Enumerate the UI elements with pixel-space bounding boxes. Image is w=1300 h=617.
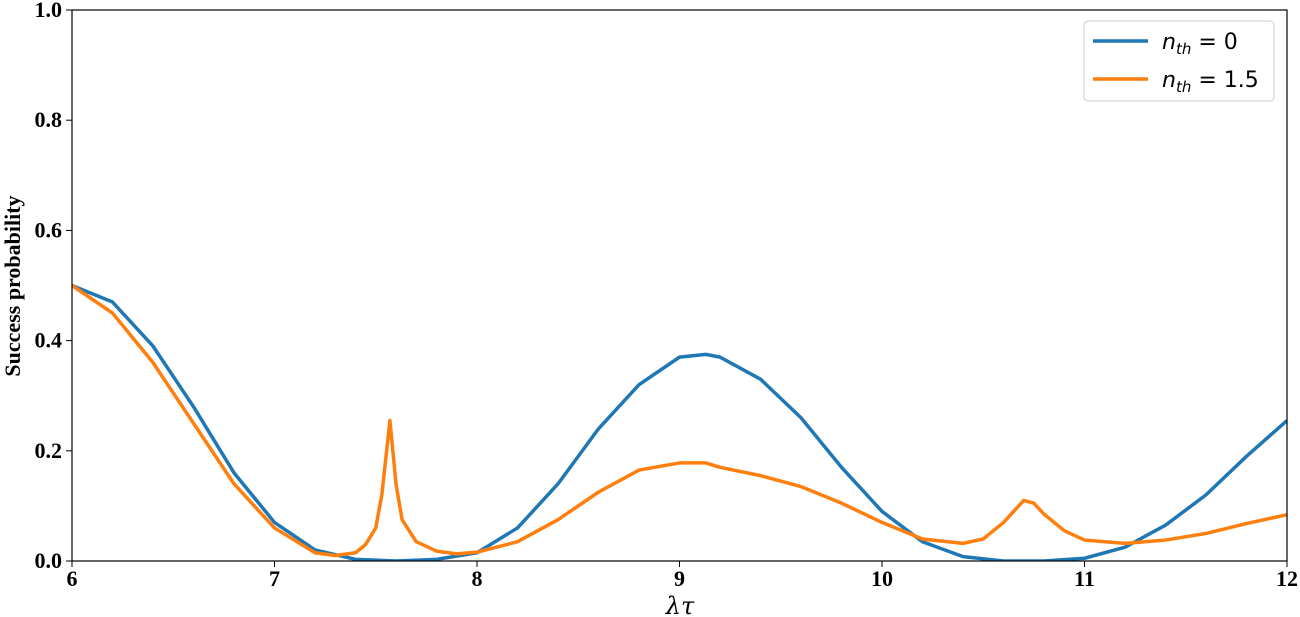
- y-axis-label: Success probability: [0, 195, 25, 376]
- x-tick-label: 9: [674, 566, 685, 591]
- series-line: [72, 283, 1287, 561]
- legend-label: nth = 0: [1162, 30, 1238, 58]
- legend-label-part: = 1.5: [1191, 68, 1258, 93]
- legend-label-part: th: [1176, 78, 1191, 96]
- x-tick-label: 6: [67, 566, 78, 591]
- x-tick-label: 11: [1074, 566, 1095, 591]
- y-tick-label: 0.2: [35, 438, 63, 463]
- y-tick-label: 0.8: [35, 107, 63, 132]
- legend-label: nth = 1.5: [1162, 68, 1259, 96]
- legend-label-part: n: [1162, 68, 1176, 93]
- plot-frame: [71, 9, 1288, 562]
- y-tick-label: 0.4: [35, 328, 63, 353]
- x-tick-label: 10: [871, 566, 893, 591]
- legend-label-part: = 0: [1191, 30, 1237, 55]
- series-line: [72, 284, 1287, 558]
- y-tick-label: 0.0: [35, 548, 63, 573]
- legend-label-part: th: [1176, 40, 1191, 58]
- legend-label-part: n: [1162, 30, 1176, 55]
- x-tick-label: 12: [1276, 566, 1298, 591]
- x-tick-label: 7: [269, 566, 280, 591]
- x-tick-label: 8: [472, 566, 483, 591]
- y-tick-label: 1.0: [35, 0, 63, 22]
- y-tick-label: 0.6: [35, 217, 63, 242]
- x-axis-label: λτ: [665, 592, 695, 617]
